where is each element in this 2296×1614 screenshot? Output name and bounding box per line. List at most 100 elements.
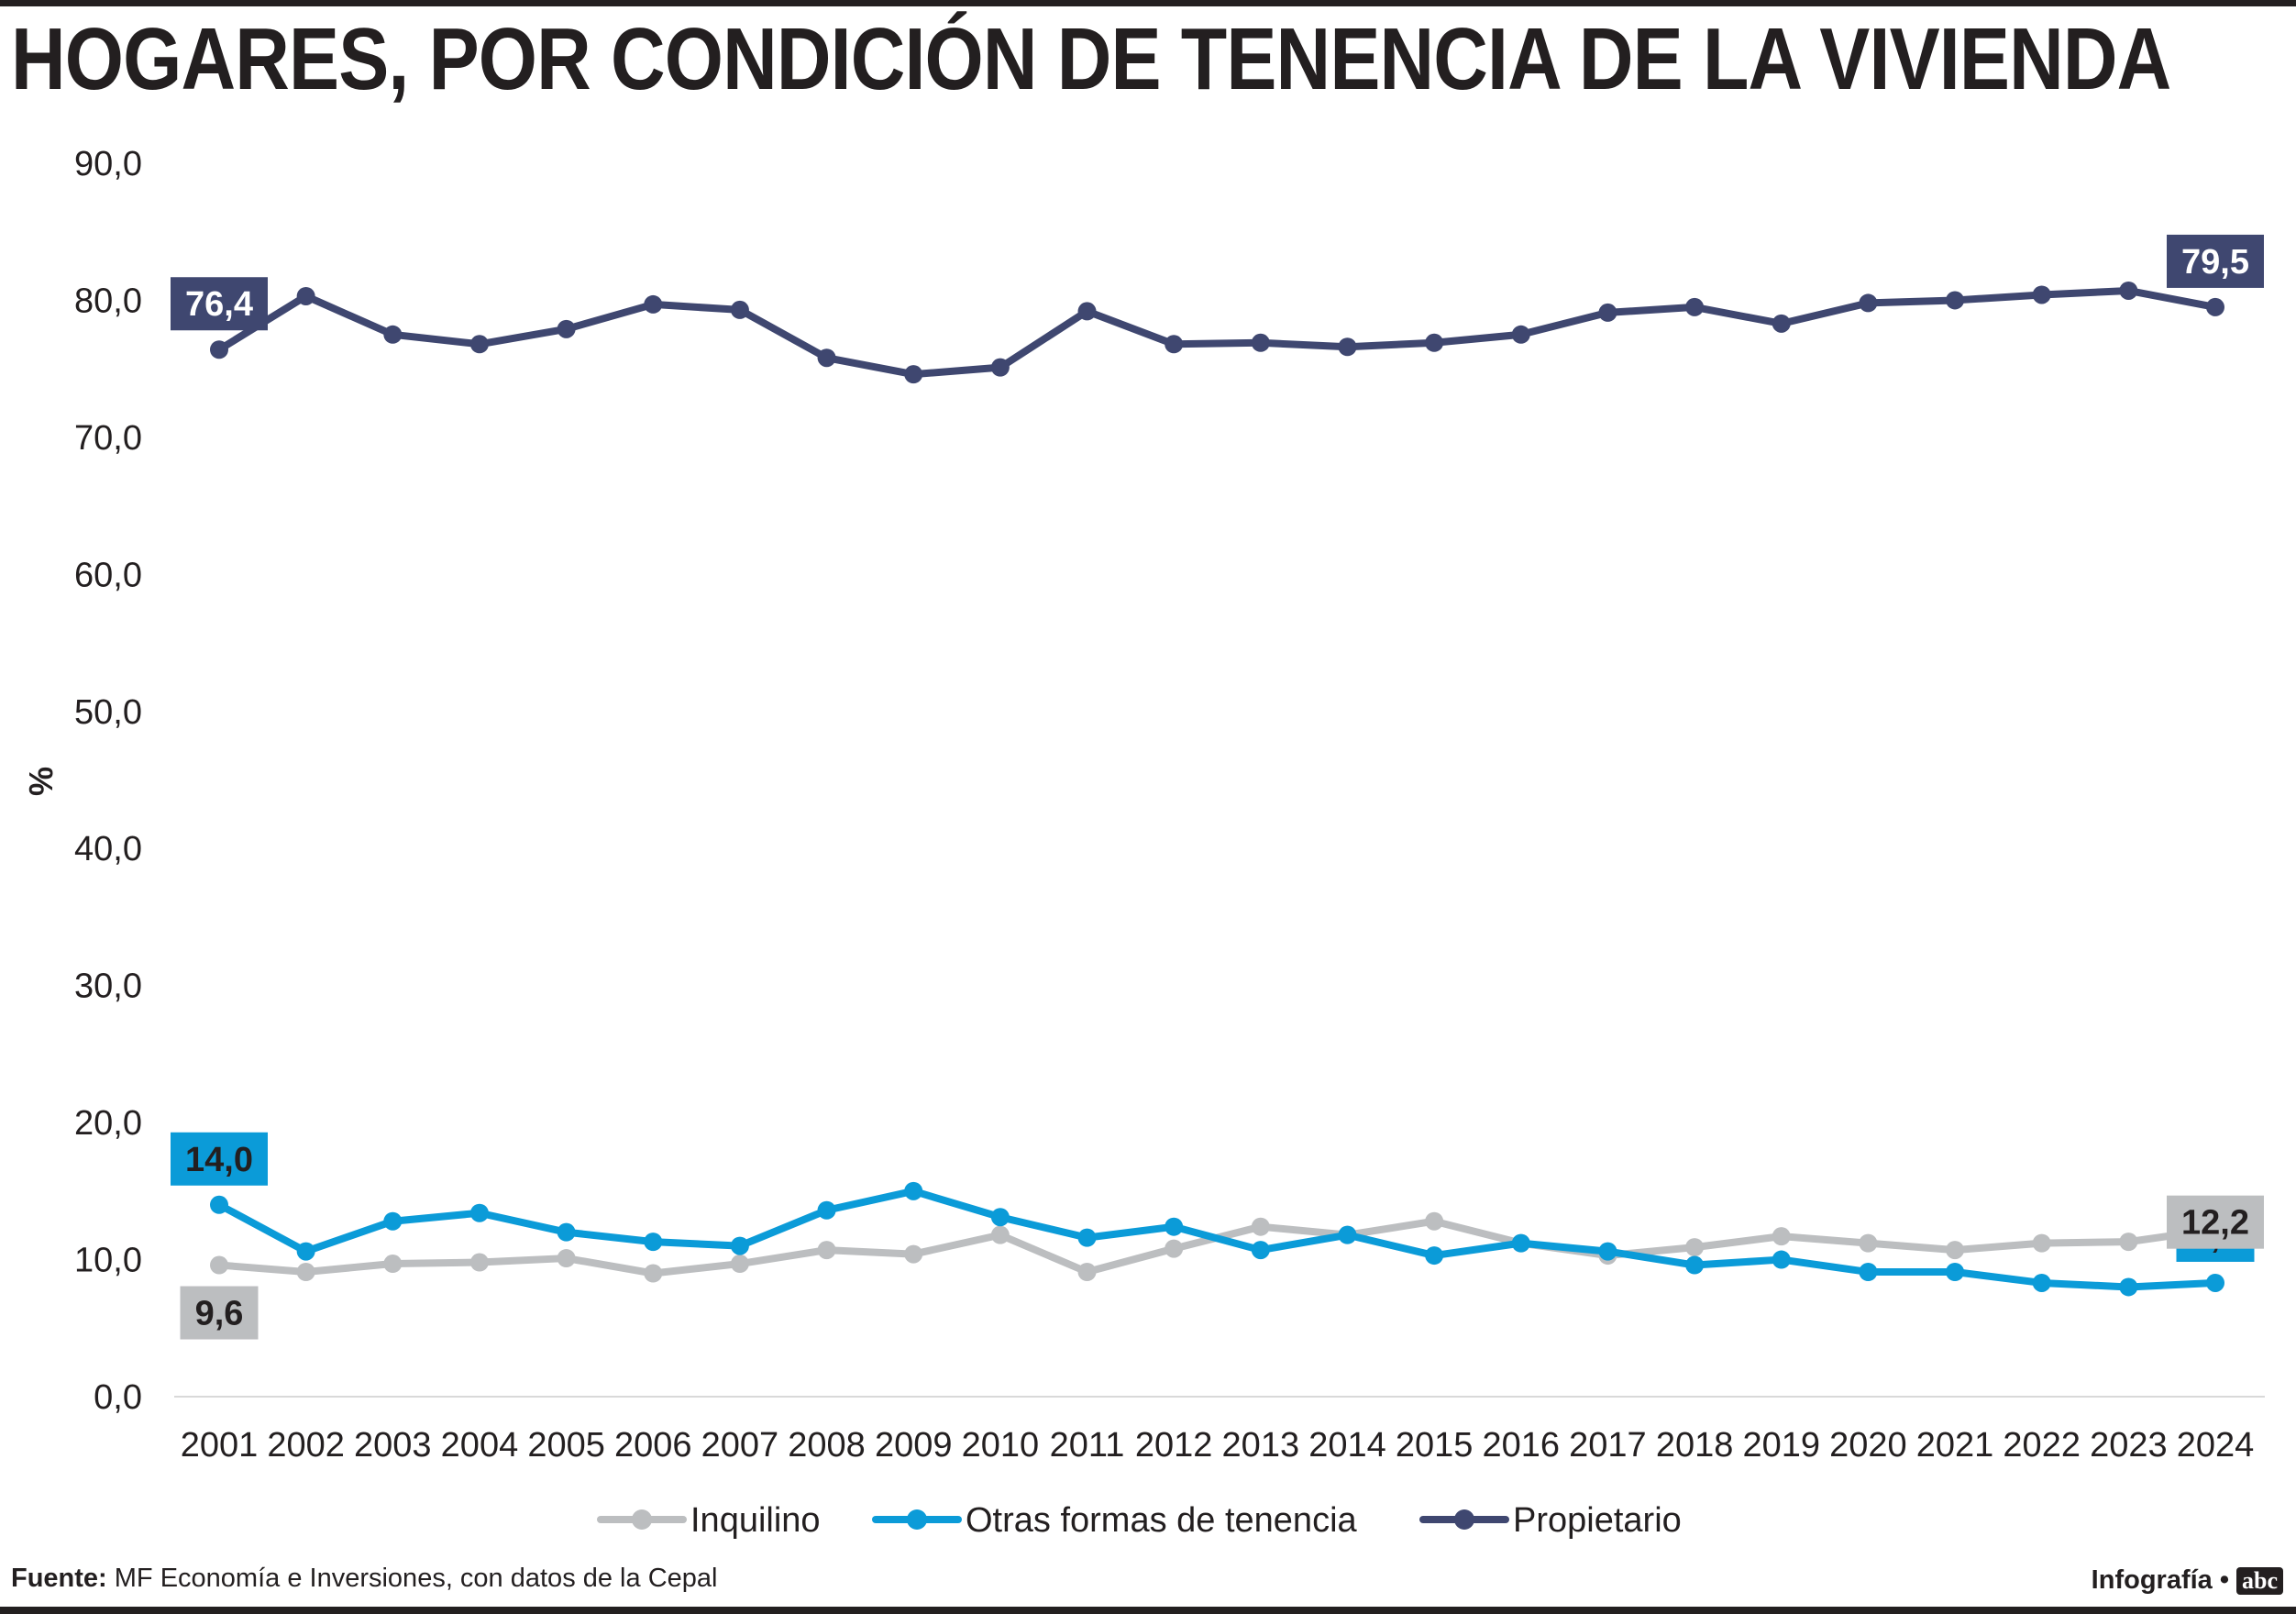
source-note: Fuente: MF Economía e Inversiones, con d… — [11, 1564, 717, 1594]
y-tick-label: 30,0 — [74, 967, 142, 1006]
data-label: 79,5 — [2181, 243, 2249, 282]
x-tick-label: 2023 — [2090, 1426, 2168, 1465]
data-point-otras-formas-de-tenencia — [1598, 1242, 1617, 1261]
x-tick-label: 2020 — [1829, 1426, 1907, 1465]
data-point-inquilino — [990, 1225, 1010, 1244]
x-tick-label: 2021 — [1916, 1426, 1994, 1465]
data-point-otras-formas-de-tenencia — [2206, 1273, 2224, 1292]
data-point-otras-formas-de-tenencia — [990, 1208, 1010, 1227]
data-point-otras-formas-de-tenencia — [1859, 1263, 1878, 1282]
data-label-box — [2167, 234, 2264, 288]
data-point-propietario — [557, 319, 576, 338]
legend-marker — [907, 1509, 927, 1530]
x-tick-label: 2018 — [1656, 1426, 1734, 1465]
data-point-propietario — [2032, 285, 2051, 304]
x-tick-label: 2024 — [2177, 1426, 2255, 1465]
data-point-inquilino — [2119, 1233, 2138, 1252]
data-point-inquilino — [383, 1255, 403, 1274]
data-point-inquilino — [1685, 1238, 1705, 1257]
data-point-propietario — [1338, 337, 1357, 357]
source-text: MF Economía e Inversiones, con datos de … — [106, 1564, 718, 1593]
data-point-inquilino — [1772, 1227, 1791, 1246]
bottom-rule — [0, 1607, 2296, 1614]
data-point-propietario — [1077, 302, 1097, 321]
data-point-otras-formas-de-tenencia — [296, 1242, 315, 1261]
y-tick-label: 80,0 — [74, 282, 142, 320]
top-rule — [0, 0, 2296, 6]
data-point-inquilino — [1425, 1211, 1444, 1231]
data-point-inquilino — [2032, 1233, 2051, 1253]
data-point-inquilino — [469, 1253, 489, 1272]
data-point-propietario — [730, 300, 749, 319]
y-tick-label: 70,0 — [74, 419, 142, 458]
legend-marker — [1454, 1509, 1474, 1530]
x-tick-label: 2008 — [788, 1426, 866, 1465]
x-tick-label: 2013 — [1222, 1426, 1300, 1465]
y-axis-label: % — [22, 767, 60, 796]
x-tick-label: 2014 — [1308, 1426, 1386, 1465]
data-point-propietario — [904, 365, 923, 384]
x-tick-label: 2004 — [441, 1426, 519, 1465]
data-point-otras-formas-de-tenencia — [469, 1203, 489, 1222]
x-tick-label: 2015 — [1396, 1426, 1474, 1465]
data-label: 14,0 — [185, 1141, 253, 1179]
x-tick-label: 2003 — [354, 1426, 432, 1465]
y-tick-label: 10,0 — [74, 1242, 142, 1280]
x-tick-label: 2001 — [181, 1426, 259, 1465]
data-point-otras-formas-de-tenencia — [1685, 1255, 1705, 1275]
data-point-propietario — [1251, 333, 1270, 352]
data-point-propietario — [2119, 281, 2138, 300]
data-label: 76,4 — [185, 285, 253, 324]
data-point-propietario — [296, 286, 315, 305]
data-point-otras-formas-de-tenencia — [383, 1211, 403, 1231]
data-point-otras-formas-de-tenencia — [210, 1195, 228, 1214]
data-point-inquilino — [817, 1241, 836, 1260]
data-point-propietario — [383, 325, 403, 344]
legend-label: Inquilino — [690, 1501, 821, 1540]
data-point-propietario — [469, 335, 489, 354]
legend-label: Otras formas de tenencia — [966, 1501, 1358, 1540]
data-point-propietario — [1425, 333, 1444, 352]
data-point-inquilino — [904, 1244, 923, 1264]
credit: Infografía • abc — [2092, 1565, 2283, 1596]
data-point-otras-formas-de-tenencia — [2119, 1277, 2138, 1297]
data-point-propietario — [1772, 314, 1791, 333]
data-label-box — [2167, 1195, 2264, 1249]
data-point-otras-formas-de-tenencia — [1946, 1263, 1965, 1282]
series-line-otras-formas-de-tenencia — [215, 1187, 2219, 1291]
data-point-propietario — [817, 348, 836, 368]
data-point-propietario — [1685, 297, 1705, 316]
data-point-inquilino — [730, 1255, 749, 1274]
y-tick-label: 60,0 — [74, 556, 142, 594]
data-point-otras-formas-de-tenencia — [1165, 1217, 1184, 1236]
data-point-propietario — [1165, 335, 1184, 354]
x-tick-label: 2022 — [2003, 1426, 2081, 1465]
data-point-otras-formas-de-tenencia — [644, 1233, 663, 1252]
data-point-inquilino — [1077, 1263, 1097, 1282]
legend-label: Propietario — [1513, 1501, 1682, 1540]
y-tick-label: 50,0 — [74, 693, 142, 732]
x-tick-label: 2007 — [701, 1426, 779, 1465]
data-point-otras-formas-de-tenencia — [1425, 1246, 1444, 1266]
data-point-otras-formas-de-tenencia — [1077, 1228, 1097, 1247]
data-point-propietario — [990, 358, 1010, 377]
y-tick-label: 0,0 — [94, 1378, 142, 1417]
data-point-inquilino — [1859, 1233, 1878, 1253]
data-point-propietario — [1598, 303, 1617, 322]
data-point-otras-formas-de-tenencia — [1338, 1225, 1357, 1244]
x-tick-label: 2016 — [1483, 1426, 1561, 1465]
x-tick-label: 2019 — [1742, 1426, 1820, 1465]
data-label-box — [171, 1132, 268, 1186]
x-tick-label: 2009 — [875, 1426, 953, 1465]
data-point-propietario — [1511, 325, 1530, 344]
x-tick-label: 2011 — [1050, 1426, 1125, 1465]
data-point-inquilino — [296, 1263, 315, 1282]
data-point-inquilino — [1165, 1239, 1184, 1258]
y-tick-label: 90,0 — [74, 145, 142, 183]
data-point-propietario — [210, 340, 228, 359]
data-point-otras-formas-de-tenencia — [817, 1200, 836, 1220]
data-point-otras-formas-de-tenencia — [1511, 1233, 1530, 1253]
credit-text: Infografía • — [2091, 1565, 2229, 1595]
data-point-propietario — [2206, 297, 2224, 316]
y-tick-label: 40,0 — [74, 830, 142, 868]
